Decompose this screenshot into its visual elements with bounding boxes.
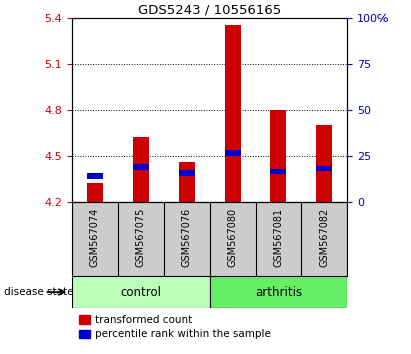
- Bar: [316, 166, 332, 171]
- Bar: [87, 183, 103, 202]
- Text: GSM567075: GSM567075: [136, 208, 146, 267]
- Bar: [133, 137, 149, 202]
- Text: GSM567081: GSM567081: [273, 208, 284, 267]
- Bar: [224, 25, 240, 202]
- Legend: transformed count, percentile rank within the sample: transformed count, percentile rank withi…: [77, 313, 273, 342]
- Bar: [72, 276, 210, 308]
- Text: GSM567076: GSM567076: [182, 208, 192, 267]
- Bar: [210, 276, 347, 308]
- Bar: [179, 170, 195, 176]
- Text: GSM567074: GSM567074: [90, 208, 100, 267]
- Bar: [133, 164, 149, 170]
- Text: arthritis: arthritis: [255, 286, 302, 298]
- Title: GDS5243 / 10556165: GDS5243 / 10556165: [138, 4, 281, 17]
- Text: GSM567082: GSM567082: [319, 208, 329, 267]
- Bar: [87, 173, 103, 179]
- Bar: [224, 150, 240, 156]
- Text: disease state: disease state: [4, 287, 74, 297]
- Bar: [179, 162, 195, 202]
- Text: GSM567080: GSM567080: [228, 208, 238, 267]
- Bar: [270, 110, 286, 202]
- Text: control: control: [120, 286, 161, 298]
- Bar: [270, 169, 286, 174]
- Bar: [316, 125, 332, 202]
